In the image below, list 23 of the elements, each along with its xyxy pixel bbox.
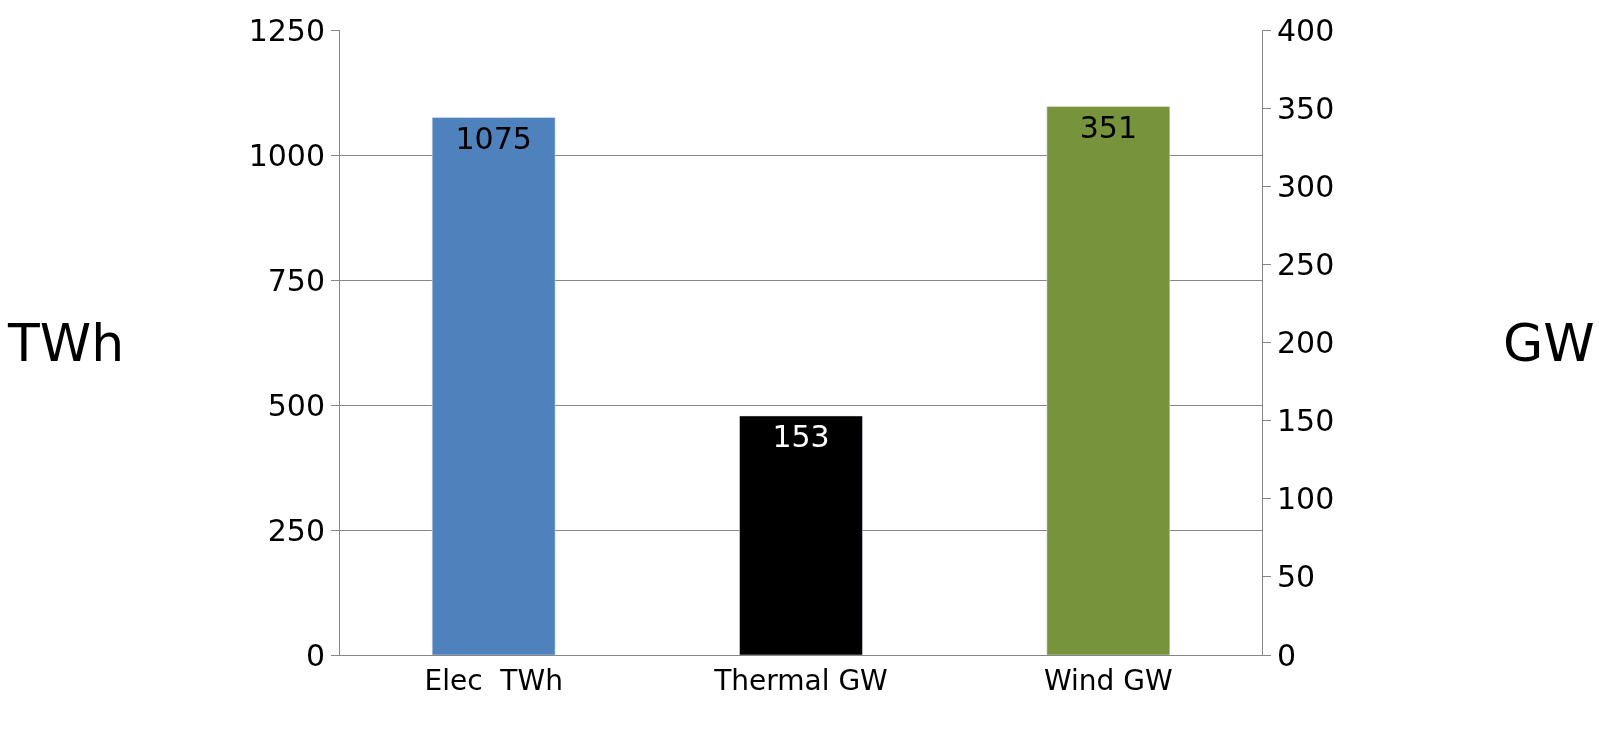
- x-tick-label: Elec TWh: [424, 663, 563, 697]
- y-axis-title: TWh: [7, 313, 125, 373]
- y2-tick-label: 250: [1277, 246, 1335, 282]
- y2-axis-title: GW: [1503, 313, 1595, 373]
- y2-tick-label: 100: [1277, 481, 1335, 517]
- data-label: 1075: [455, 120, 532, 156]
- y-tick-label: 250: [267, 512, 325, 548]
- y-tick-label: 500: [267, 387, 325, 423]
- y-tick-label: 1250: [248, 12, 325, 48]
- y-tick-label: 1000: [248, 137, 325, 173]
- y2-tick-label: 300: [1277, 168, 1335, 204]
- y2-tick-label: 350: [1277, 90, 1335, 126]
- y2-tick-label: 0: [1277, 637, 1297, 673]
- y2-tick-label: 400: [1277, 12, 1335, 48]
- y-tick-label: 0: [305, 637, 325, 673]
- y-tick-label: 750: [267, 262, 325, 298]
- y2-tick-label: 50: [1277, 559, 1316, 595]
- y2-tick-label: 150: [1277, 403, 1335, 439]
- data-label: 351: [1079, 109, 1137, 145]
- x-tick-label: Wind GW: [1044, 663, 1173, 697]
- y2-tick-label: 200: [1277, 325, 1335, 360]
- x-tick-label: Thermal GW: [713, 663, 888, 697]
- data-label: 153: [772, 418, 830, 454]
